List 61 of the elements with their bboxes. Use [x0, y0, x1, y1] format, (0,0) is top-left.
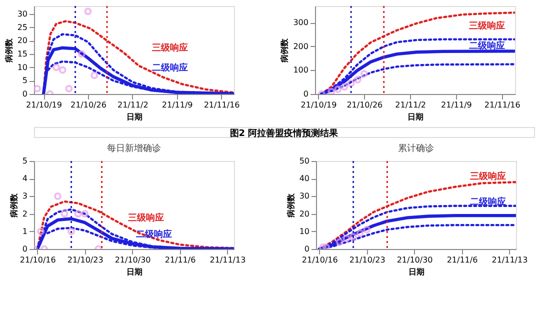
x-tick-label: 21/10/19	[26, 100, 62, 110]
y-axis-title: 病例数	[286, 192, 296, 218]
x-tick-label: 21/11/6	[164, 256, 196, 264]
x-tick-label: 21/10/26	[70, 100, 106, 110]
y-tick-label: 20	[299, 209, 310, 218]
x-axis-title: 日期	[126, 112, 142, 122]
x-tick-label: 21/11/6	[446, 256, 478, 264]
x-tick-label: 21/11/13	[492, 256, 528, 264]
y-axis-title: 病例数	[280, 38, 290, 64]
x-tick-label: 21/10/19	[300, 100, 337, 110]
y-axis-title: 病例数	[9, 192, 18, 218]
y-tick-label: 10	[17, 62, 28, 72]
caption: 图2 阿拉善盟疫情预测结果	[230, 128, 340, 139]
y-tick-label: 20	[17, 36, 28, 46]
x-tick-label: 21/10/23	[349, 256, 386, 264]
x-tick-label: 21/10/30	[114, 256, 151, 264]
y-tick-label: 4	[22, 174, 28, 184]
x-axis-title: 日期	[126, 268, 142, 276]
y-tick-label: 0	[22, 90, 28, 98]
series-label: 三级响应	[152, 42, 188, 54]
x-tick-label: 21/10/30	[396, 256, 433, 264]
series-label: 三级响应	[128, 212, 164, 224]
y-tick-label: 10	[299, 226, 310, 236]
y-tick-label: 300	[293, 18, 308, 28]
y-tick-label: 40	[299, 174, 310, 184]
series-label: 三级响应	[470, 170, 506, 182]
series-label: 二级响应	[469, 40, 505, 52]
y-tick-label: 30	[299, 192, 310, 201]
y-tick-label: 25	[17, 22, 28, 32]
x-tick-label: 21/10/16	[302, 256, 338, 264]
x-tick-label: 21/11/2	[395, 100, 426, 110]
y-tick-label: 15	[17, 50, 28, 58]
y-tick-label: 100	[293, 66, 308, 75]
y-tick-label: 1	[22, 226, 28, 236]
x-tick-label: 21/10/16	[20, 256, 56, 264]
y-tick-label: 0	[22, 244, 28, 254]
x-tick-label: 21/11/16	[484, 100, 520, 110]
y-axis-title: 病例数	[4, 38, 14, 64]
y-tick-label: 0	[304, 244, 310, 254]
chart-title: 累计确诊	[398, 143, 434, 154]
y-tick-label: 5	[22, 76, 28, 86]
x-tick-label: 21/11/9	[441, 100, 472, 110]
series-label: 三级响应	[469, 20, 505, 32]
y-tick-label: 2	[22, 209, 28, 218]
y-tick-label: 3	[22, 192, 28, 201]
y-tick-label: 5	[22, 156, 28, 166]
y-tick-label: 50	[299, 156, 310, 166]
x-tick-label: 21/11/2	[117, 100, 148, 110]
x-tick-label: 21/11/13	[210, 256, 246, 264]
x-axis-title: 日期	[408, 268, 424, 276]
y-tick-label: 30	[17, 10, 28, 18]
x-tick-label: 21/11/16	[204, 100, 240, 110]
x-tick-label: 21/10/23	[67, 256, 104, 264]
series-label: 二级响应	[152, 62, 188, 74]
y-tick-label: 200	[293, 42, 308, 51]
series-label: 二级响应	[470, 196, 506, 208]
chart-title: 每日新增确诊	[107, 143, 161, 154]
x-axis-title: 日期	[408, 112, 424, 122]
x-tick-label: 21/11/9	[162, 100, 193, 110]
y-tick-label: 0	[303, 90, 308, 98]
x-tick-label: 21/10/26	[346, 100, 383, 110]
